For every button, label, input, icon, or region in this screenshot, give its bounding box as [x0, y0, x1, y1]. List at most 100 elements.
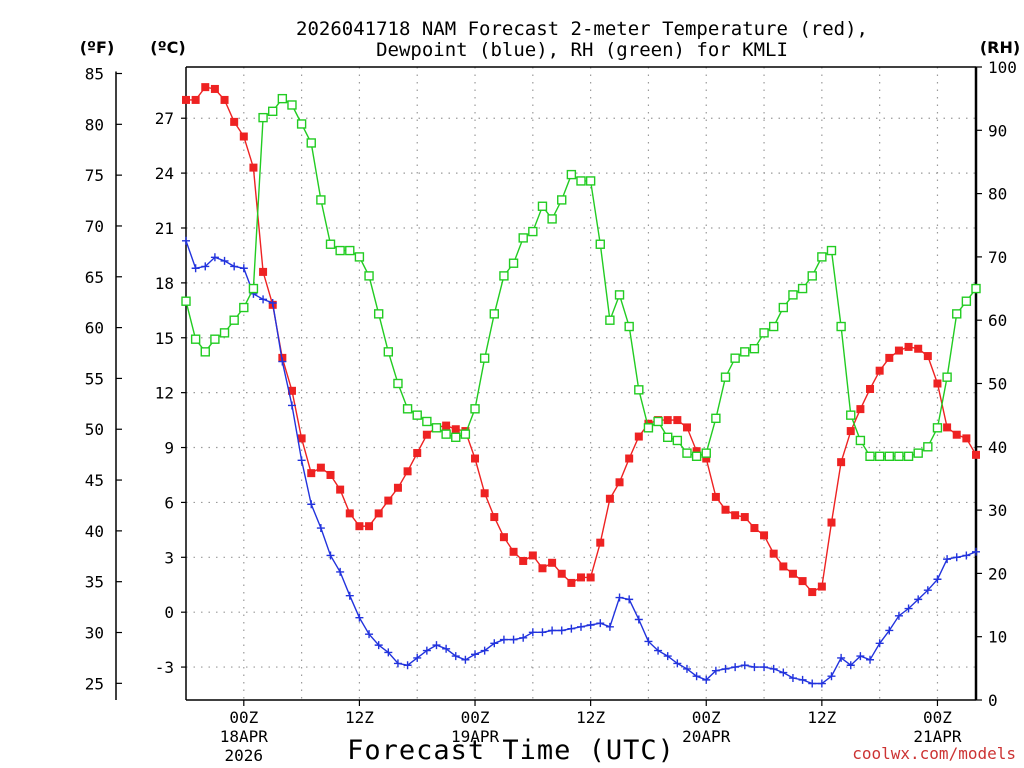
rh-point	[923, 442, 933, 452]
temperature-point	[528, 551, 537, 560]
celsius-tick-label: 27	[155, 109, 174, 128]
x-date-label: 21APR	[913, 727, 962, 746]
rh-point	[884, 451, 894, 461]
temperature-point	[634, 432, 643, 441]
temperature-point	[297, 434, 306, 443]
dewpoint-point	[345, 591, 354, 600]
dewpoint-point	[740, 661, 749, 670]
rh-point	[768, 321, 779, 332]
rh-point	[441, 429, 451, 439]
rh-point	[316, 195, 326, 205]
dewpoint-point	[856, 652, 865, 661]
rh-point	[566, 169, 577, 180]
dewpoint-point	[528, 628, 537, 637]
temperature-point	[846, 427, 855, 436]
dewpoint-point	[817, 679, 826, 688]
dewpoint-point	[557, 626, 566, 635]
temperature-point	[769, 549, 778, 558]
fahrenheit-tick-label: 45	[85, 471, 104, 490]
temperature-point	[451, 425, 460, 434]
temperature-point	[943, 423, 952, 432]
rh-tick-label: 0	[988, 691, 998, 710]
rh-point	[537, 201, 548, 211]
rh-point	[499, 271, 509, 281]
temperature-point	[316, 463, 325, 472]
temperature-point	[471, 454, 480, 463]
dewpoint-point	[432, 641, 441, 650]
rh-point	[219, 328, 230, 338]
rh-point	[383, 347, 394, 357]
rh-point	[894, 451, 904, 461]
dewpoint-point	[634, 615, 643, 624]
dewpoint-point	[885, 626, 894, 635]
dewpoint-point	[365, 630, 374, 639]
temperature-point	[182, 95, 190, 104]
temperature-point	[519, 556, 528, 565]
celsius-tick-label: 0	[164, 603, 174, 622]
fahrenheit-tick-label: 60	[85, 319, 104, 338]
temperature-point	[365, 522, 374, 531]
celsius-tick-label: 15	[155, 329, 174, 348]
dewpoint-point	[615, 593, 624, 602]
rh-tick-label: 30	[988, 501, 1007, 520]
dewpoint-point	[875, 639, 884, 648]
temperature-point	[307, 469, 316, 478]
temperature-point	[933, 379, 942, 388]
rh-point	[354, 252, 365, 262]
x-date-label: 18APR	[220, 727, 269, 746]
x-year-label: 2026	[225, 746, 264, 765]
series-line	[185, 240, 977, 685]
dewpoint-point	[933, 575, 942, 584]
dewpoint-point	[355, 613, 364, 622]
rh-point	[826, 245, 837, 256]
dewpoint-point	[798, 675, 807, 684]
dewpoint-point	[538, 628, 547, 637]
celsius-tick-label: 6	[164, 493, 174, 512]
temperature-point	[239, 132, 248, 141]
dewpoint-point	[287, 401, 296, 410]
rh-point	[634, 385, 644, 395]
rh-point	[643, 423, 654, 433]
rh-point	[460, 429, 471, 439]
rh-point	[402, 404, 413, 414]
rh-point	[585, 176, 596, 186]
dewpoint-point	[673, 659, 682, 668]
rh-point	[518, 233, 528, 243]
rh-point	[624, 321, 634, 332]
dewpoint-point	[519, 633, 528, 642]
dewpoint-point	[923, 586, 932, 595]
temperature-point	[403, 467, 412, 476]
rh-point	[239, 302, 249, 313]
rh-point	[846, 410, 856, 420]
temperature-point	[663, 416, 672, 425]
dewpoint-point	[682, 664, 691, 673]
rh-point	[913, 448, 923, 458]
dewpoint-point	[808, 679, 817, 688]
dewpoint-point	[451, 652, 460, 661]
temperature-point	[259, 267, 268, 276]
temperature-point	[586, 573, 595, 582]
temperature-point	[384, 496, 393, 505]
rh-tick-label: 40	[988, 438, 1007, 457]
dewpoint-point	[962, 551, 971, 560]
celsius-tick-label: 24	[155, 164, 174, 183]
rh-point	[720, 372, 731, 382]
temperature-point	[567, 578, 576, 587]
dewpoint-point	[509, 635, 518, 644]
temperature-point	[336, 485, 345, 494]
rh-point	[364, 271, 374, 281]
dewpoint-point	[210, 253, 219, 262]
rh-point	[971, 283, 981, 294]
rh-point	[942, 372, 952, 382]
rh-point	[190, 334, 201, 344]
dewpoint-point	[326, 551, 335, 560]
rh-point	[431, 423, 442, 433]
dewpoint-point	[490, 639, 499, 648]
dewpoint-point	[268, 299, 277, 308]
rh-point	[740, 347, 750, 357]
temperature-point	[692, 447, 701, 456]
temperature-point	[422, 430, 431, 439]
grid-lines	[186, 67, 976, 700]
rh-point	[672, 435, 683, 446]
